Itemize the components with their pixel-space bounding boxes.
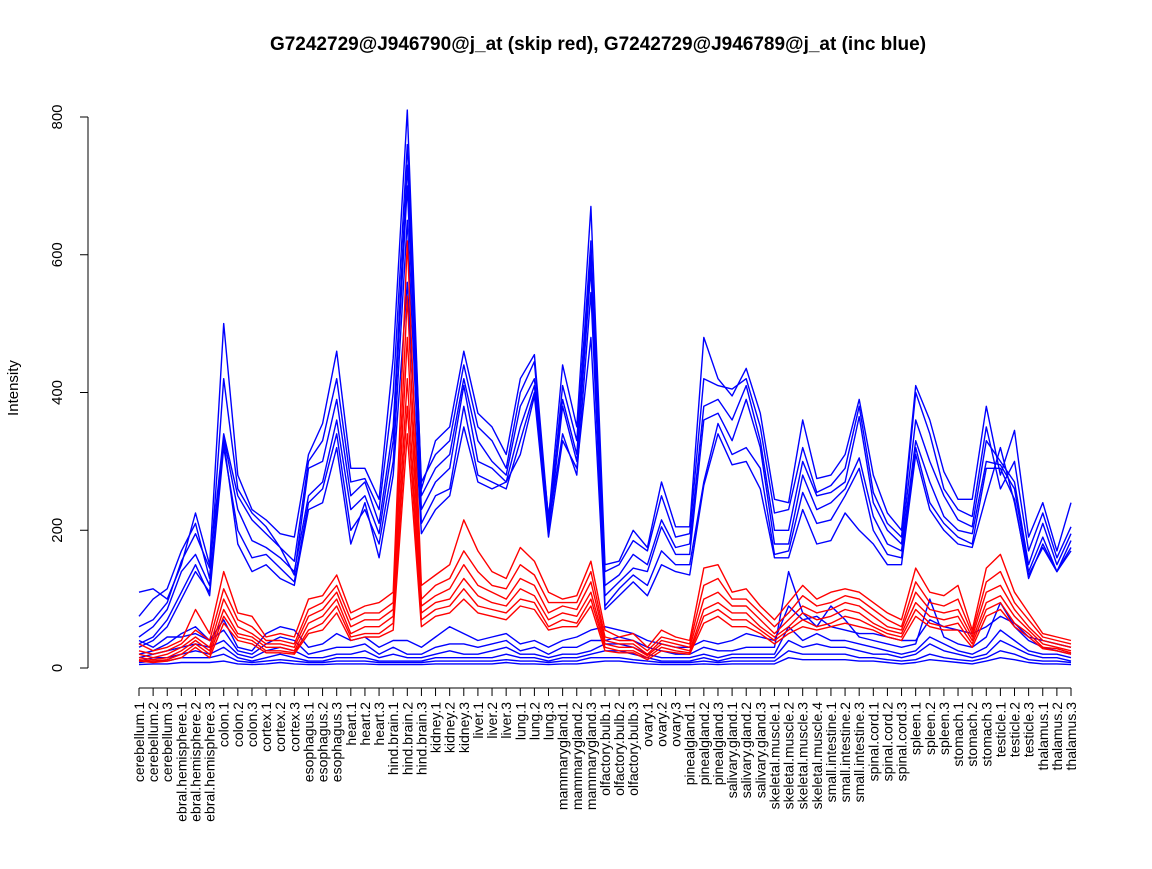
axes: 0 200 400 600 800 [49, 104, 1072, 696]
x-tick-label: skeletal.muscle.3 [795, 702, 811, 810]
x-tick-label: esophagus.2 [315, 702, 331, 782]
x-tick-label: spinal.cord.3 [894, 702, 910, 782]
y-tick-label: 0 [49, 664, 66, 672]
x-tick-label: cortex.3 [286, 702, 302, 752]
x-tick-label: skeletal.muscle.2 [781, 702, 797, 810]
x-tick-label: cortex.2 [272, 702, 288, 752]
series-line-skip-13 [138, 240, 1072, 652]
x-tick-label: olfactory.bulb.1 [597, 702, 613, 796]
x-tick-label: thalamus.3 [1063, 702, 1079, 771]
series-line-skip-17 [138, 405, 1072, 662]
x-tick-label: olfactory.bulb.2 [611, 702, 627, 796]
y-tick-label: 600 [49, 242, 66, 267]
x-tick-label: cerebellum.3 [159, 702, 175, 782]
x-tick-label: cortex.1 [258, 702, 274, 752]
series-layer [138, 109, 1072, 666]
x-tick-label: thalamus.2 [1049, 702, 1065, 771]
x-tick-label: spleen.3 [936, 702, 952, 755]
x-tick-label: skeletal.muscle.4 [809, 702, 825, 810]
x-tick-label: spinal.cord.2 [879, 702, 895, 782]
x-tick-label: kidney.1 [428, 702, 444, 753]
x-tick-label: thalamus.1 [1035, 702, 1051, 771]
x-tick-label: small.intestine.2 [837, 702, 853, 803]
x-tick-label: stomach.3 [978, 702, 994, 767]
x-tick-label: kidney.3 [456, 702, 472, 753]
x-tick-label: spleen.2 [922, 702, 938, 755]
x-tick-label: testicle.3 [1021, 702, 1037, 757]
x-tick-label: salivary.gland.1 [724, 702, 740, 798]
y-axis-label: Intensity [5, 360, 22, 416]
x-tick-label: ovary.3 [668, 702, 684, 747]
series-line-inc-12 [138, 657, 1072, 666]
x-tick-label: cerebellum.1 [131, 702, 147, 782]
x-tick-label: heart.1 [343, 702, 359, 746]
x-tick-label: lung.1 [512, 702, 528, 740]
x-tick-label: spleen.1 [908, 702, 924, 755]
x-tick-label: pinealgland.2 [696, 702, 712, 786]
x-tick-label: testicle.2 [1007, 702, 1023, 757]
x-tick-label: stomach.2 [964, 702, 980, 767]
x-tick-label: liver.2 [484, 702, 500, 739]
series-line-skip-14 [138, 295, 1072, 655]
y-tick-label: 400 [49, 380, 66, 405]
x-tick-label: colon.2 [230, 702, 246, 747]
x-tick-label: small.intestine.3 [851, 702, 867, 803]
series-line-skip-18 [138, 433, 1072, 664]
x-tick-label: esophagus.1 [300, 702, 316, 782]
x-tick-label: liver.1 [470, 702, 486, 739]
x-tick-label: lung.2 [526, 702, 542, 740]
x-tick-labels: cerebellum.1cerebellum.2cerebellum.3ebra… [131, 702, 1079, 822]
series-line-inc-11 [138, 650, 1072, 664]
x-tick-label: colon.3 [244, 702, 260, 747]
x-tick-label: hind.brain.2 [399, 702, 415, 775]
y-tick-label: 800 [49, 104, 66, 129]
x-tick-label: hind.brain.1 [385, 702, 401, 775]
x-tick-label: liver.3 [498, 702, 514, 739]
x-tick-label: mammarygland.2 [569, 702, 585, 810]
x-tick-label: spinal.cord.1 [865, 702, 881, 782]
series-line-inc-1 [138, 109, 1072, 600]
x-tick-label: ovary.2 [653, 702, 669, 747]
x-tick-label: ovary.1 [639, 702, 655, 747]
x-tick-label: salivary.gland.2 [738, 702, 754, 798]
x-tick-label: ebral.hemisphere.1 [173, 702, 189, 822]
x-tick-label: hind.brain.3 [413, 702, 429, 775]
x-tick-label: colon.1 [216, 702, 232, 747]
x-tick-label: salivary.gland.3 [752, 702, 768, 798]
x-tick-label: kidney.2 [442, 702, 458, 753]
x-tick-label: cerebellum.2 [145, 702, 161, 782]
x-tick-label: lung.3 [541, 702, 557, 740]
x-tick-label: ebral.hemisphere.2 [187, 702, 203, 822]
series-line-inc-6 [138, 281, 1072, 648]
x-tick-label: heart.2 [357, 702, 373, 746]
x-tick-label: ebral.hemisphere.3 [202, 702, 218, 822]
series-line-skip-15 [138, 336, 1072, 659]
x-tick-label: small.intestine.1 [823, 702, 839, 803]
x-tick-label: heart.3 [371, 702, 387, 746]
x-tick-label: esophagus.3 [329, 702, 345, 782]
x-tick-label: pinealgland.1 [682, 702, 698, 786]
x-tick-label: testicle.1 [992, 702, 1008, 757]
y-tick-label: 200 [49, 518, 66, 543]
chart-title: G7242729@J946790@j_at (skip red), G72427… [270, 34, 926, 55]
x-tick-label: pinealgland.3 [710, 702, 726, 786]
x-tick-label: skeletal.muscle.1 [766, 702, 782, 810]
x-tick-label: stomach.1 [950, 702, 966, 767]
series-line-skip-16 [138, 378, 1072, 661]
x-tick-label: mammarygland.1 [555, 702, 571, 810]
x-tick-label: mammarygland.3 [583, 702, 599, 810]
x-tick-label: olfactory.bulb.3 [625, 702, 641, 796]
